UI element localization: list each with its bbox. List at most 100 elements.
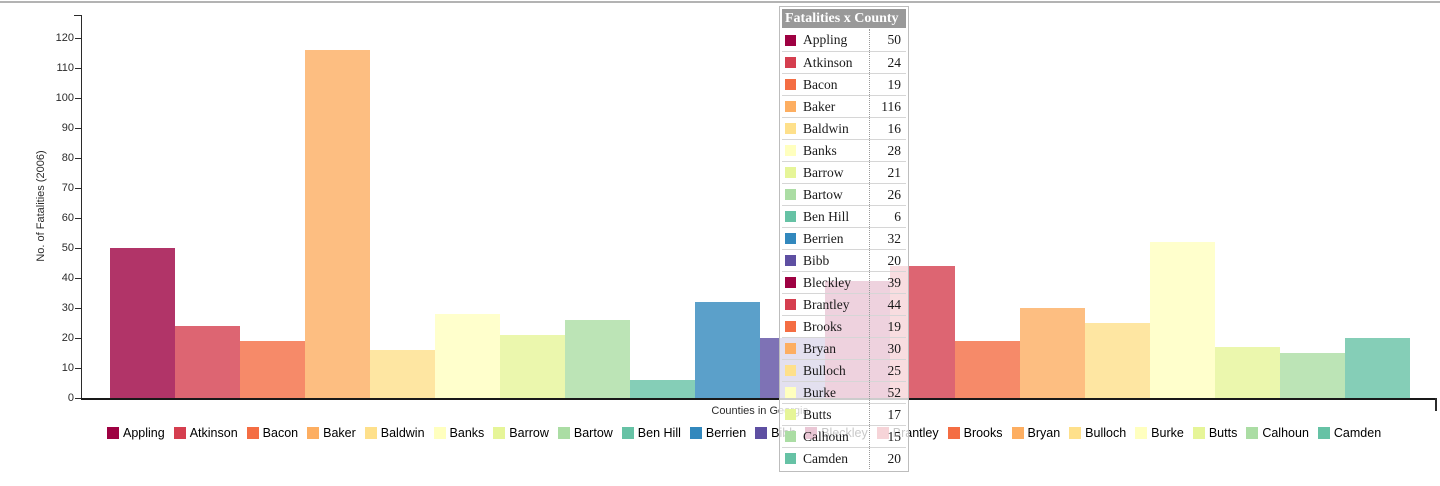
bar-appling[interactable] [110, 248, 175, 398]
y-tick-mark [75, 308, 81, 309]
legend-item-butts[interactable]: Butts [1192, 426, 1237, 440]
tooltip-row-burke: Burke 52 [782, 381, 906, 403]
legend-item-bartow[interactable]: Bartow [557, 426, 613, 440]
bar-bacon[interactable] [240, 341, 305, 398]
tooltip-value: 20 [869, 448, 906, 469]
legend-swatch-icon [433, 427, 446, 439]
legend-item-banks[interactable]: Banks [433, 426, 485, 440]
bar-berrien[interactable] [695, 302, 760, 398]
tooltip-swatch-icon [785, 211, 796, 222]
legend-label: Banks [449, 426, 485, 440]
legend-swatch-icon [1317, 427, 1330, 439]
bar-brooks[interactable] [955, 341, 1020, 398]
tooltip-swatch-icon [785, 431, 796, 442]
tooltip-row-bartow: Bartow 26 [782, 183, 906, 205]
legend-item-brooks[interactable]: Brooks [947, 426, 1003, 440]
tooltip-value: 50 [869, 29, 906, 51]
tooltip-value: 24 [869, 52, 906, 73]
legend-item-ben-hill[interactable]: Ben Hill [621, 426, 681, 440]
legend-item-barrow[interactable]: Barrow [493, 426, 549, 440]
legend-label: Calhoun [1262, 426, 1309, 440]
bar-bulloch[interactable] [1085, 323, 1150, 398]
tooltip-table: Fatalities x County Appling 50 Atkinson 24 B… [779, 6, 909, 472]
legend-item-calhoun[interactable]: Calhoun [1246, 426, 1309, 440]
tooltip-name-cell: Atkinson [782, 52, 869, 73]
tooltip-row-brooks: Brooks 19 [782, 315, 906, 337]
legend-swatch-icon [1069, 427, 1082, 439]
tooltip-value: 39 [869, 272, 906, 293]
tooltip-swatch-icon [785, 34, 796, 46]
y-tick-mark [75, 218, 81, 219]
tooltip-row-appling: Appling 50 [782, 29, 906, 51]
legend-label: Atkinson [189, 426, 238, 440]
tooltip-county-label: Banks [803, 142, 837, 158]
tooltip-county-label: Bleckley [803, 274, 851, 290]
legend-item-bacon[interactable]: Bacon [246, 426, 299, 440]
tooltip-swatch-icon [785, 57, 796, 68]
legend-label: Baker [323, 426, 356, 440]
tooltip-value: 44 [869, 294, 906, 315]
tooltip-county-label: Bartow [803, 186, 843, 202]
tooltip-row-butts: Butts 17 [782, 403, 906, 425]
legend-item-baker[interactable]: Baker [307, 426, 356, 440]
bar-butts[interactable] [1215, 347, 1280, 398]
legend-label: Bacon [262, 426, 299, 440]
tooltip-swatch-icon [785, 255, 796, 266]
tooltip-county-label: Bibb [803, 252, 830, 268]
tooltip-row-calhoun: Calhoun 15 [782, 425, 906, 447]
tooltip-row-bacon: Bacon 19 [782, 73, 906, 95]
tooltip-swatch-icon [785, 123, 796, 134]
tooltip-row-brantley: Brantley 44 [782, 293, 906, 315]
y-tick-label: 90 [61, 122, 74, 134]
legend-label: Appling [123, 426, 165, 440]
tooltip-county-label: Camden [803, 450, 848, 466]
tooltip-swatch-icon [785, 233, 796, 244]
legend-item-bryan[interactable]: Bryan [1011, 426, 1060, 440]
tooltip-value: 6 [869, 206, 906, 227]
tooltip-value: 16 [869, 118, 906, 139]
legend-item-camden[interactable]: Camden [1317, 426, 1381, 440]
bar-ben-hill[interactable] [630, 380, 695, 398]
tooltip-county-label: Ben Hill [803, 208, 850, 224]
legend-item-bulloch[interactable]: Bulloch [1069, 426, 1126, 440]
tooltip-value: 32 [869, 228, 906, 249]
tooltip-county-label: Baker [803, 98, 836, 114]
bar-banks[interactable] [435, 314, 500, 398]
tooltip-name-cell: Calhoun [782, 426, 869, 447]
y-tick-mark [75, 38, 81, 39]
tooltip-county-label: Bacon [803, 76, 838, 92]
tooltip-row-baker: Baker 116 [782, 95, 906, 117]
tooltip-name-cell: Burke [782, 382, 869, 403]
legend-item-atkinson[interactable]: Atkinson [173, 426, 238, 440]
legend-item-berrien[interactable]: Berrien [689, 426, 746, 440]
tooltip-name-cell: Bleckley [782, 272, 869, 293]
tooltip-value: 19 [869, 74, 906, 95]
bar-barrow[interactable] [500, 335, 565, 398]
legend-label: Bartow [573, 426, 613, 440]
legend-item-appling[interactable]: Appling [107, 426, 165, 440]
tooltip-name-cell: Barrow [782, 162, 869, 183]
tooltip-county-label: Bulloch [803, 362, 846, 378]
legend-item-burke[interactable]: Burke [1135, 426, 1184, 440]
y-tick-label: 100 [55, 92, 74, 104]
bar-atkinson[interactable] [175, 326, 240, 398]
bar-bryan[interactable] [1020, 308, 1085, 398]
bar-baldwin[interactable] [370, 350, 435, 398]
bar-bartow[interactable] [565, 320, 630, 398]
tooltip-county-label: Atkinson [803, 54, 853, 70]
legend-item-baldwin[interactable]: Baldwin [364, 426, 425, 440]
tooltip-swatch-icon [785, 343, 796, 354]
tooltip-name-cell: Brooks [782, 316, 869, 337]
x-axis-line [81, 398, 1437, 400]
bar-camden[interactable] [1345, 338, 1410, 398]
bar-burke[interactable] [1150, 242, 1215, 398]
legend-label: Baldwin [380, 426, 425, 440]
bar-baker[interactable] [305, 50, 370, 398]
tooltip-swatch-icon [785, 101, 796, 112]
tooltip-value: 30 [869, 338, 906, 359]
bar-calhoun[interactable] [1280, 353, 1345, 398]
tooltip-name-cell: Camden [782, 448, 869, 469]
tooltip-county-label: Burke [803, 384, 836, 400]
legend-swatch-icon [246, 427, 259, 439]
